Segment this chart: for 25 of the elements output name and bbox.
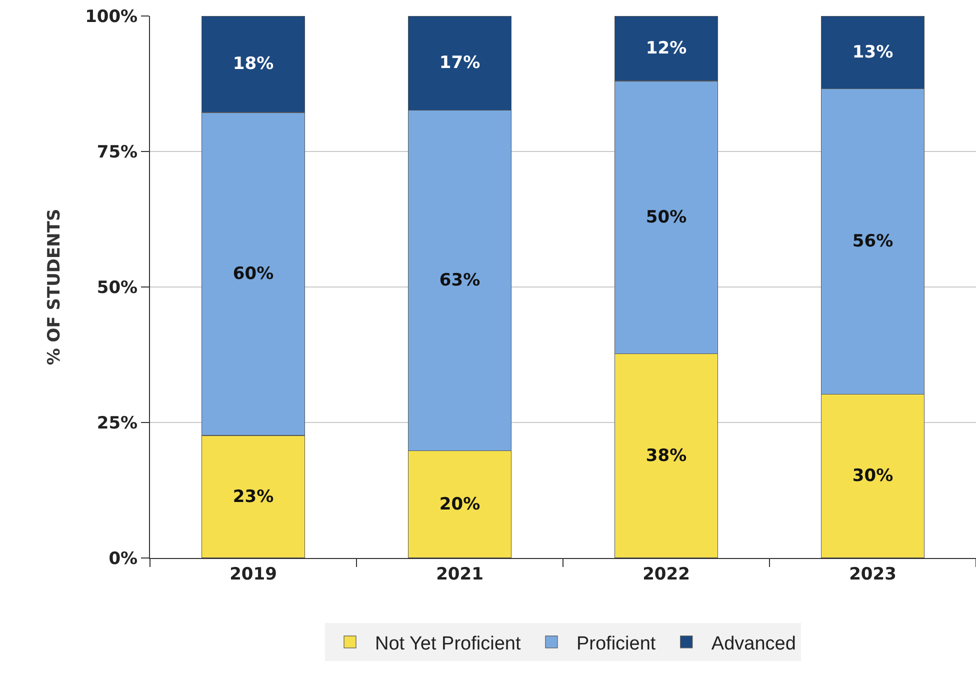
data-label: 63% (439, 270, 480, 290)
legend-label: Proficient (576, 633, 656, 654)
y-tick-label: 100% (85, 6, 138, 27)
data-label: 18% (232, 54, 274, 74)
legend-label: Not Yet Proficient (375, 633, 522, 654)
data-label: 12% (646, 38, 687, 59)
x-tick-label: 2022 (642, 564, 690, 584)
data-label: 20% (439, 494, 480, 514)
y-tick-label: 0% (108, 548, 138, 569)
y-tick-label: 50% (96, 278, 138, 298)
x-tick-label: 2021 (436, 564, 484, 584)
data-label: 17% (439, 53, 480, 74)
y-axis-title: % OF STUDENTS (44, 208, 65, 366)
x-tick-label: 2023 (849, 564, 896, 584)
x-tick-label: 2019 (230, 564, 277, 584)
data-label: 23% (232, 486, 274, 507)
legend-label: Advanced (711, 633, 796, 654)
data-label: 56% (852, 231, 894, 252)
y-tick-label: 75% (96, 142, 138, 162)
data-label: 50% (646, 207, 687, 228)
data-label: 30% (852, 466, 894, 486)
data-label: 60% (232, 264, 274, 284)
y-tick-label: 25% (96, 413, 138, 434)
data-label: 13% (852, 42, 894, 62)
data-label: 38% (646, 446, 687, 466)
